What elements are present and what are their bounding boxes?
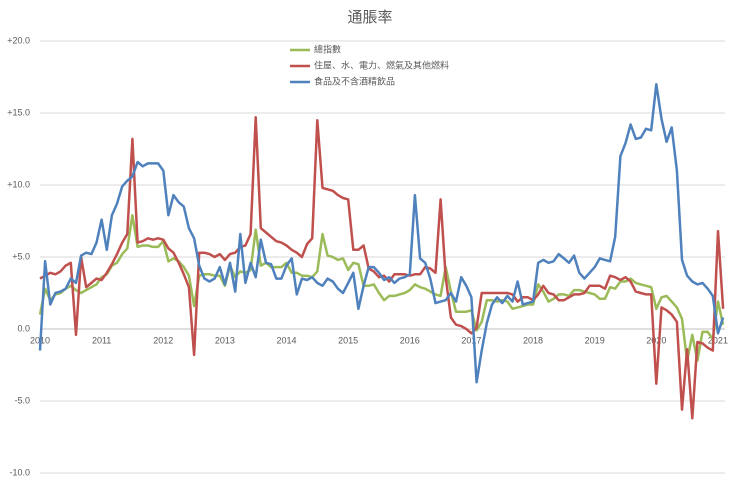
x-tick-label: 2012 — [153, 335, 173, 345]
y-tick-label: -5.0 — [14, 395, 30, 405]
y-tick-label: 0.0 — [17, 323, 30, 333]
x-tick-label: 2014 — [277, 335, 297, 345]
series-line — [38, 82, 725, 384]
x-tick-label: 2018 — [523, 335, 543, 345]
legend-label: 食品及不含酒精飲品 — [314, 75, 395, 86]
x-tick-label: 2013 — [215, 335, 235, 345]
x-tick-label: 2016 — [400, 335, 420, 345]
x-tick-label: 2021 — [708, 335, 728, 345]
x-tick-label: 2017 — [461, 335, 481, 345]
y-tick-label: +5.0 — [12, 251, 30, 261]
x-tick-label: 2015 — [338, 335, 358, 345]
x-tick-label: 2020 — [646, 335, 666, 345]
x-tick-label: 2019 — [585, 335, 605, 345]
legend-label: 總指數 — [314, 43, 341, 54]
y-tick-label: +15.0 — [7, 107, 30, 117]
legend-label: 住屋、水、電力、燃氣及其他燃料 — [314, 59, 449, 70]
y-tick-label: -10.0 — [9, 467, 30, 477]
y-tick-label: +20.0 — [7, 35, 30, 45]
chart-title: 通脹率 — [347, 9, 392, 26]
x-tick-label: 2011 — [92, 335, 111, 345]
series-line — [38, 213, 725, 362]
y-tick-label: +10.0 — [7, 179, 30, 189]
